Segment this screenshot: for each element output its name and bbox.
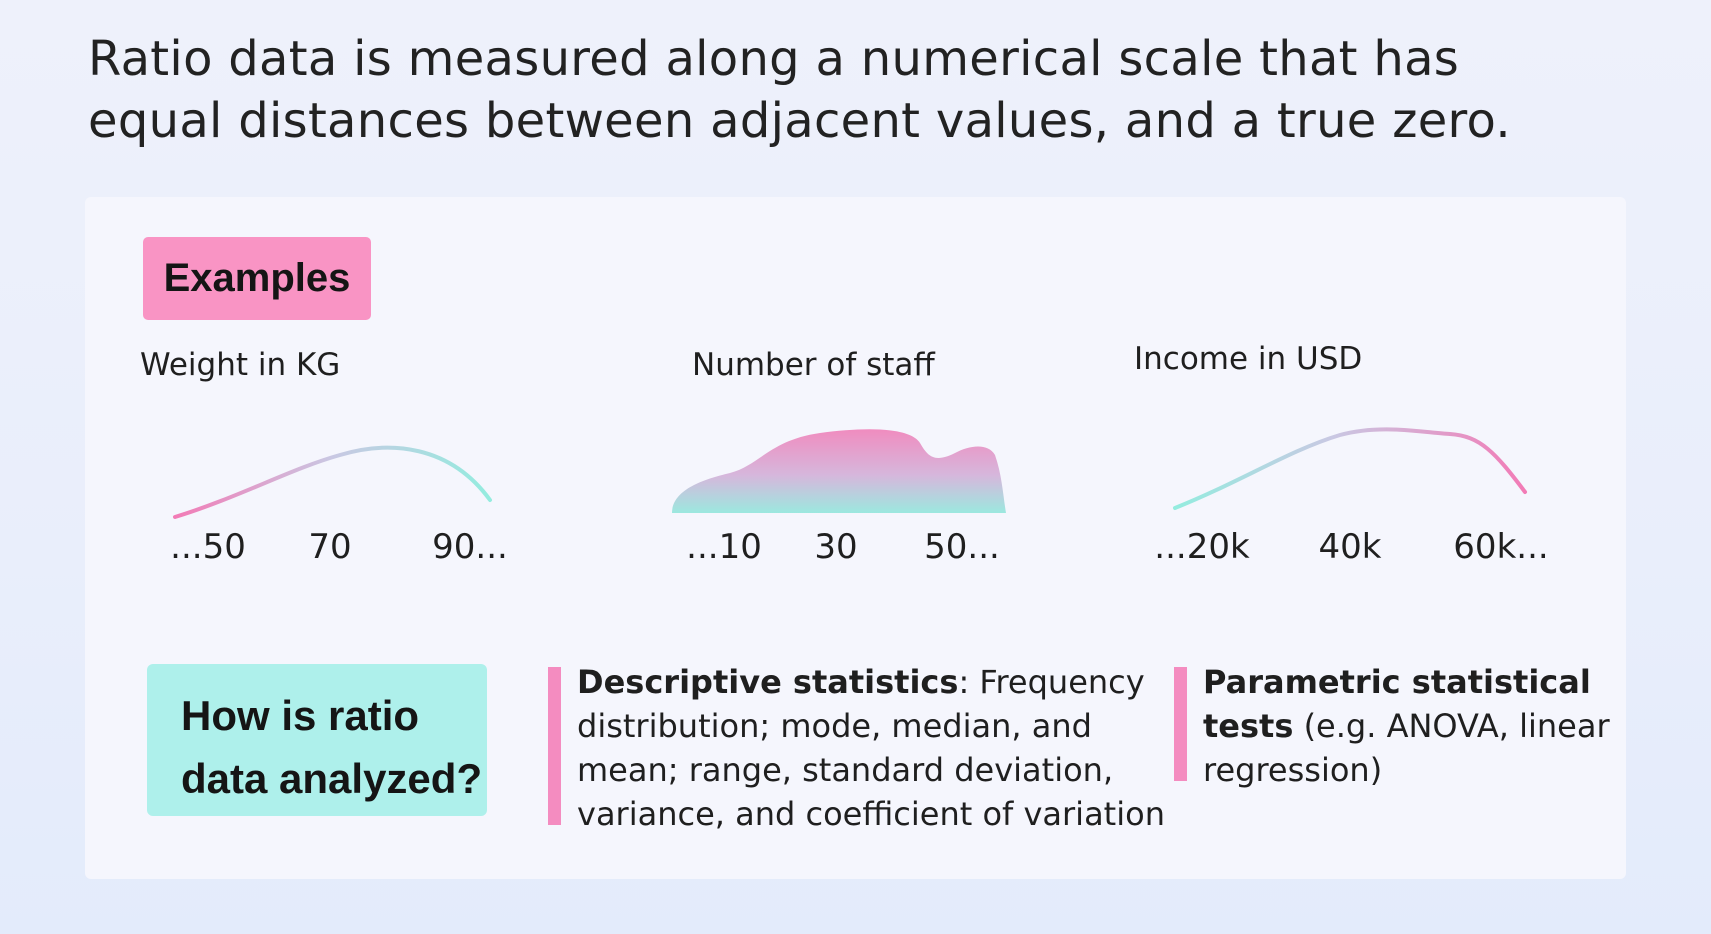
descriptive-accent-bar — [548, 667, 561, 825]
tick-income-40k: 40k — [1318, 527, 1382, 567]
descriptive-line-3: mean; range, standard deviation, — [577, 751, 1114, 789]
parametric-tests-text: Parametric statistical tests (e.g. ANOVA… — [1203, 660, 1610, 792]
tick-staff-30: 30 — [814, 527, 858, 567]
income-curve — [1173, 427, 1527, 510]
parametric-title-2: tests — [1203, 707, 1294, 745]
how-tag-line-1: How is ratio — [181, 692, 420, 739]
tick-income-60k: 60k... — [1453, 527, 1549, 567]
tick-staff-50: 50... — [924, 527, 1000, 567]
descriptive-statistics-text: Descriptive statistics: Frequency distri… — [577, 660, 1165, 836]
parametric-title-1: Parametric statistical — [1203, 663, 1591, 701]
headline-line-1: Ratio data is measured along a numerical… — [88, 31, 1460, 87]
tick-weight-90: 90... — [432, 527, 508, 567]
how-analyzed-tag: How is ratio data analyzed? — [147, 664, 487, 816]
page-headline: Ratio data is measured along a numerical… — [88, 28, 1588, 152]
how-tag-line-2: data analyzed? — [181, 755, 483, 802]
descriptive-line-4: variance, and coefficient of variation — [577, 795, 1165, 833]
examples-tag: Examples — [143, 237, 371, 320]
tick-staff-10: ...10 — [686, 527, 762, 567]
headline-line-2: equal distances between adjacent values,… — [88, 93, 1511, 149]
tick-weight-50: ...50 — [170, 527, 246, 567]
chart-label-income: Income in USD — [1134, 341, 1363, 377]
chart-label-staff: Number of staff — [692, 347, 935, 383]
tick-income-20k: ...20k — [1154, 527, 1250, 567]
descriptive-line-1: : Frequency — [958, 663, 1145, 701]
chart-label-weight: Weight in KG — [140, 347, 341, 383]
parametric-line-2: (e.g. ANOVA, linear — [1293, 707, 1610, 745]
staff-area — [672, 429, 1006, 513]
descriptive-line-2: distribution; mode, median, and — [577, 707, 1092, 745]
descriptive-title: Descriptive statistics — [577, 663, 959, 701]
tick-weight-70: 70 — [308, 527, 352, 567]
parametric-line-3: regression) — [1203, 751, 1383, 789]
parametric-accent-bar — [1174, 667, 1187, 781]
weight-curve — [173, 445, 492, 519]
